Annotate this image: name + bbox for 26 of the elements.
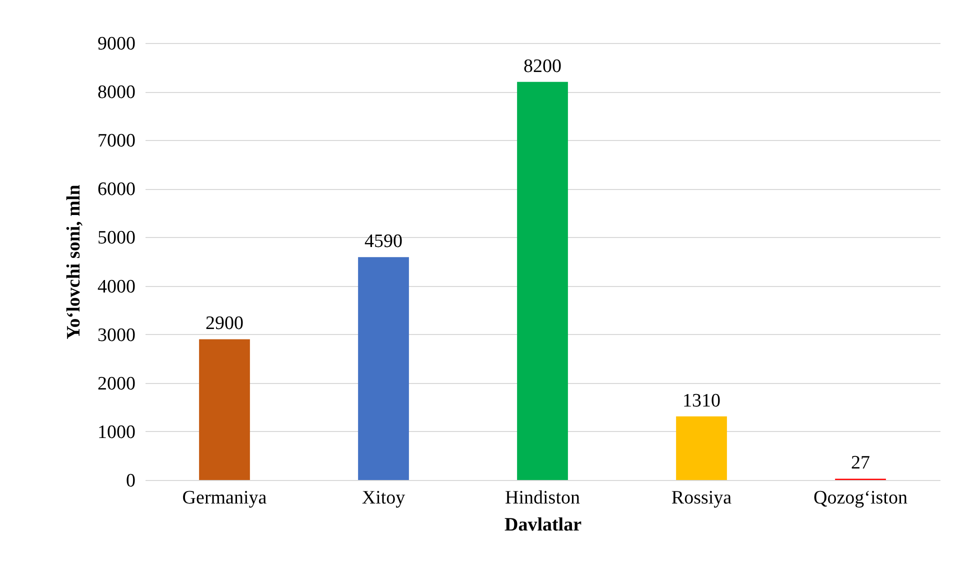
y-tick-label: 3000	[98, 324, 136, 346]
y-tick-label: 7000	[98, 130, 136, 152]
data-label: 4590	[364, 231, 402, 252]
data-label: 1310	[682, 390, 720, 412]
y-tick-label: 0	[126, 470, 136, 492]
y-tick-label: 2000	[98, 373, 136, 394]
y-tick-label: 5000	[98, 228, 136, 249]
y-tick-label: 1000	[98, 422, 136, 443]
data-label: 2900	[206, 313, 244, 334]
y-tick-label: 8000	[98, 82, 136, 104]
x-tick-label: Qozog‘iston	[814, 488, 908, 508]
x-tick-label: Hindiston	[505, 488, 580, 508]
bar	[676, 416, 727, 480]
x-tick-label: Germaniya	[182, 488, 268, 508]
y-tick-label: 4000	[98, 276, 136, 298]
bar	[199, 339, 250, 480]
x-tick-label: Rossiya	[671, 488, 732, 508]
bar	[517, 82, 568, 480]
data-label: 27	[851, 452, 870, 474]
y-tick-label: 9000	[98, 34, 136, 54]
y-tick-label: 6000	[98, 179, 136, 200]
x-axis-title: Davlatlar	[504, 514, 582, 536]
data-label: 8200	[524, 56, 562, 77]
x-tick-label: Xitoy	[362, 488, 406, 508]
y-axis-title: Yo‘lovchi soni, mln	[64, 184, 84, 340]
bar	[358, 257, 409, 480]
